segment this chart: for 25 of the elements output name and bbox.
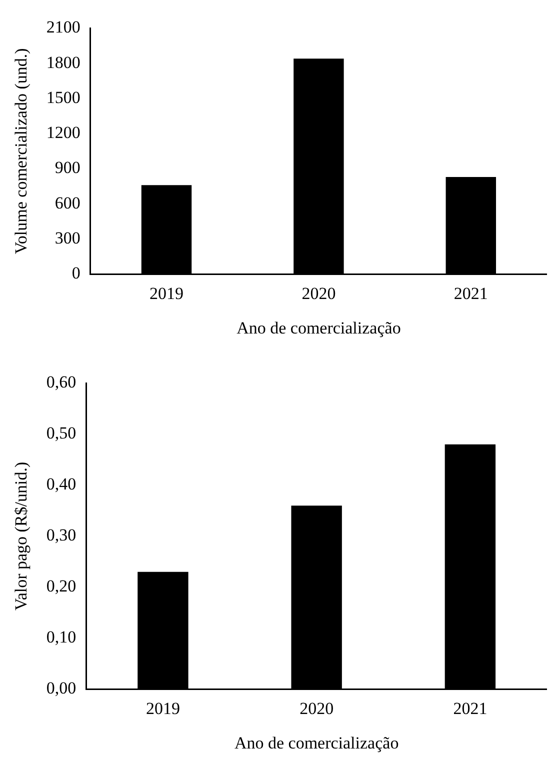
y-tick-label: 0,10 bbox=[46, 628, 76, 647]
x-tick-label: 2019 bbox=[146, 698, 180, 718]
y-tick-label: 0,40 bbox=[46, 474, 76, 494]
y-tick-label: 1200 bbox=[46, 123, 80, 142]
y-tick-label: 900 bbox=[54, 158, 80, 178]
y-tick-label: 0,20 bbox=[46, 576, 76, 596]
y-tick-label: 2100 bbox=[46, 18, 80, 37]
y-tick-label: 0,30 bbox=[46, 526, 76, 545]
y-tick-label: 1800 bbox=[46, 52, 80, 72]
y-axis-title: Valor pago (R$/unid.) bbox=[12, 462, 31, 611]
x-tick-label: 2020 bbox=[302, 284, 336, 303]
x-tick-label: 2021 bbox=[453, 698, 488, 718]
y-tick-label: 0,00 bbox=[46, 678, 76, 698]
x-tick-label: 2020 bbox=[300, 698, 334, 718]
y-tick-label: 0,50 bbox=[46, 424, 76, 443]
y-tick-label: 1500 bbox=[46, 88, 80, 107]
y-tick-label: 0 bbox=[72, 264, 80, 283]
y-axis-title: Volume comercializado (und.) bbox=[12, 48, 31, 254]
x-tick-label: 2021 bbox=[454, 284, 488, 303]
y-tick-label: 600 bbox=[54, 193, 80, 212]
x-axis-title: Ano de comercialização bbox=[234, 733, 399, 752]
y-tick-label: 0,60 bbox=[46, 372, 76, 392]
x-tick-label: 2019 bbox=[150, 284, 184, 303]
x-axis-title: Ano de comercialização bbox=[236, 318, 401, 338]
y-tick-label: 300 bbox=[54, 228, 80, 248]
